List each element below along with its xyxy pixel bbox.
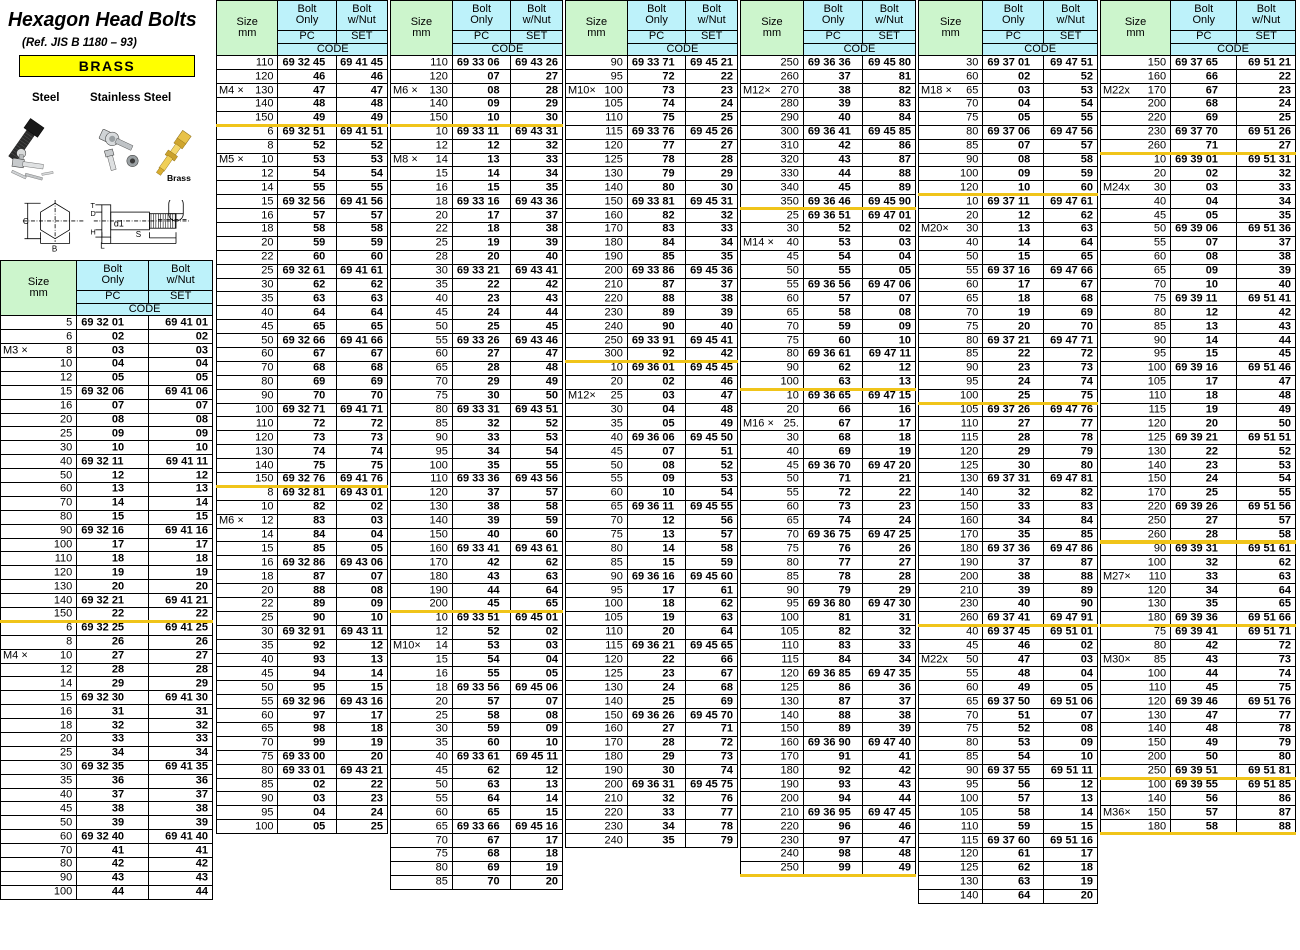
svg-text:d1: d1: [114, 219, 124, 229]
svg-text:S: S: [136, 230, 141, 239]
svg-text:D: D: [91, 209, 96, 218]
svg-text:H: H: [91, 228, 96, 237]
svg-text:B: B: [52, 245, 57, 254]
svg-text:C: C: [23, 217, 29, 226]
svg-text:Brass: Brass: [167, 173, 191, 183]
svg-text:L: L: [100, 241, 105, 250]
